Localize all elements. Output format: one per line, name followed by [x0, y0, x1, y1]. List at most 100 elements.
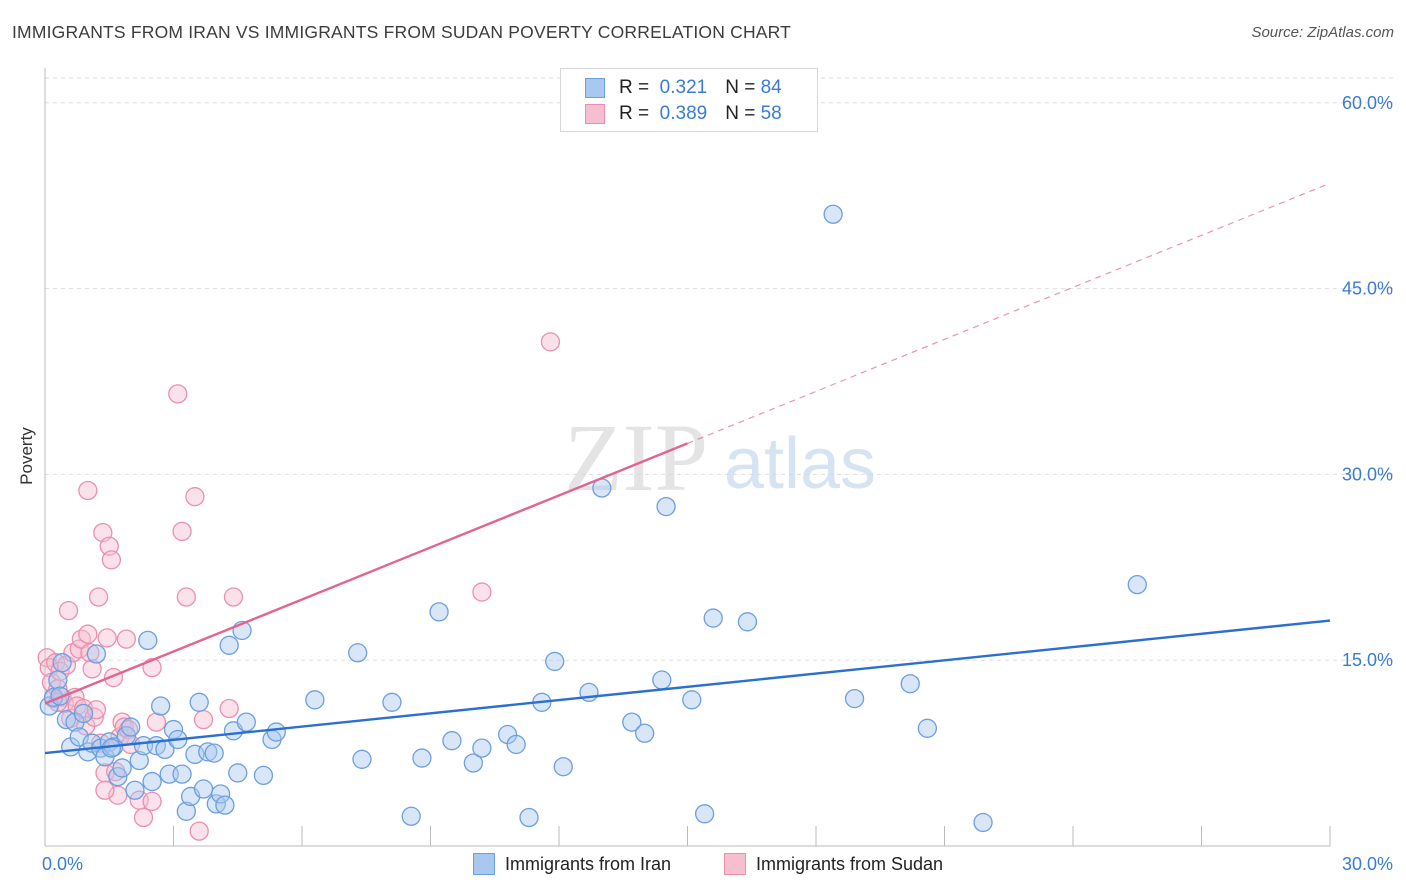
- iran-point: [215, 795, 235, 815]
- y-axis-label: Poverty: [17, 427, 36, 485]
- iran-point: [900, 674, 920, 694]
- sudan-point: [78, 480, 98, 501]
- iran-point: [125, 780, 145, 800]
- sudan-point: [116, 629, 137, 649]
- iran-point: [382, 692, 402, 712]
- r-value: 0.321: [659, 77, 708, 98]
- iran-point: [48, 670, 68, 690]
- sudan-point: [172, 521, 192, 542]
- iran-point: [1127, 574, 1147, 595]
- n-value: 84: [760, 77, 782, 98]
- sudan-point: [95, 780, 115, 800]
- iran-point: [622, 712, 642, 732]
- sudan-point: [168, 384, 188, 404]
- n-label: N =: [725, 103, 756, 124]
- iran-point: [703, 608, 723, 628]
- sudan-point: [176, 587, 197, 607]
- iran-point: [138, 630, 158, 651]
- iran-point: [412, 748, 432, 768]
- sudan-trend-line: [44, 442, 688, 705]
- data-points: [37, 204, 1147, 841]
- iran-point: [163, 719, 184, 740]
- iran-point: [545, 651, 565, 672]
- iran-point: [142, 771, 162, 792]
- iran-point: [52, 653, 72, 673]
- bottom-legend-iran: Immigrants from Iran: [473, 851, 671, 877]
- watermark-atlas: atlas: [724, 424, 876, 504]
- sudan-point: [540, 332, 561, 352]
- iran-point: [101, 738, 122, 758]
- iran-point: [266, 722, 286, 742]
- iran-point: [198, 742, 218, 762]
- r-label: R =: [619, 77, 650, 98]
- iran-point: [348, 643, 368, 663]
- iran-point: [219, 635, 239, 655]
- iran-point: [442, 731, 462, 751]
- iran-point: [121, 717, 141, 737]
- sudan-point: [133, 807, 154, 828]
- sudan-point: [88, 587, 109, 607]
- watermark: ZIP atlas: [564, 404, 876, 511]
- iran-point: [150, 696, 171, 716]
- sudan-point: [219, 698, 239, 719]
- iran-trend-line: [44, 619, 1331, 755]
- iran-point: [39, 696, 59, 716]
- sudan-point: [58, 600, 79, 621]
- x-tick-label: 30.0%: [1342, 854, 1393, 874]
- iran-point: [635, 723, 655, 743]
- iran-legend-swatch: [473, 853, 495, 875]
- sudan-point: [223, 587, 244, 607]
- iran-point: [737, 612, 758, 632]
- sudan-point: [101, 550, 122, 570]
- r-value: 0.389: [659, 103, 708, 124]
- iran-point: [656, 496, 676, 517]
- sudan-legend-label: Immigrants from Sudan: [756, 853, 944, 874]
- iran-point: [463, 753, 483, 773]
- iran-point: [553, 757, 573, 777]
- bottom-legend-sudan: Immigrants from Sudan: [724, 851, 943, 877]
- iran-point: [352, 749, 372, 769]
- iran-point: [50, 686, 70, 706]
- tick-labels: 15.0% 30.0% 45.0% 60.0% 0.0% 30.0%: [42, 93, 1393, 874]
- iran-point: [506, 734, 526, 755]
- y-tick-label: 30.0%: [1342, 464, 1393, 484]
- r-label: R =: [619, 103, 650, 124]
- iran-point: [823, 204, 843, 224]
- iran-point: [112, 758, 132, 778]
- axes: [44, 68, 1331, 847]
- n-value: 58: [760, 103, 782, 124]
- iran-point: [86, 644, 107, 664]
- x-tick-label: 0.0%: [42, 854, 83, 874]
- sudan-point: [80, 643, 100, 663]
- sudan-point: [189, 821, 209, 841]
- sudan-point: [193, 710, 214, 730]
- y-tick-label: 60.0%: [1342, 93, 1393, 113]
- n-label: N =: [725, 77, 756, 98]
- sudan-point: [146, 712, 167, 732]
- iran-legend-label: Immigrants from Iran: [505, 853, 672, 874]
- iran-point: [228, 763, 248, 783]
- iran-point: [973, 812, 993, 833]
- legend-row-sudan: R = 0.389 N = 58: [585, 101, 782, 127]
- iran-point: [305, 690, 325, 710]
- iran-point: [176, 801, 197, 821]
- sudan-point: [142, 791, 162, 812]
- iran-point: [129, 750, 149, 771]
- iran-point: [682, 690, 702, 710]
- iran-point: [401, 806, 421, 826]
- sudan-point: [82, 659, 102, 679]
- iran-point: [172, 764, 192, 784]
- sudan-point: [472, 582, 492, 602]
- iran-point: [844, 688, 865, 709]
- y-tick-label: 45.0%: [1342, 279, 1393, 299]
- sudan-point: [97, 628, 117, 648]
- sudan-point: [185, 487, 205, 507]
- y-tick-label: 15.0%: [1342, 650, 1393, 670]
- iran-point: [108, 766, 128, 787]
- grid: [45, 77, 1395, 661]
- iran-point: [253, 765, 274, 786]
- chart-title: IMMIGRANTS FROM IRAN VS IMMIGRANTS FROM …: [12, 22, 792, 42]
- sudan-legend-swatch: [724, 853, 746, 875]
- legend-row-iran: R = 0.321 N = 84: [585, 75, 782, 101]
